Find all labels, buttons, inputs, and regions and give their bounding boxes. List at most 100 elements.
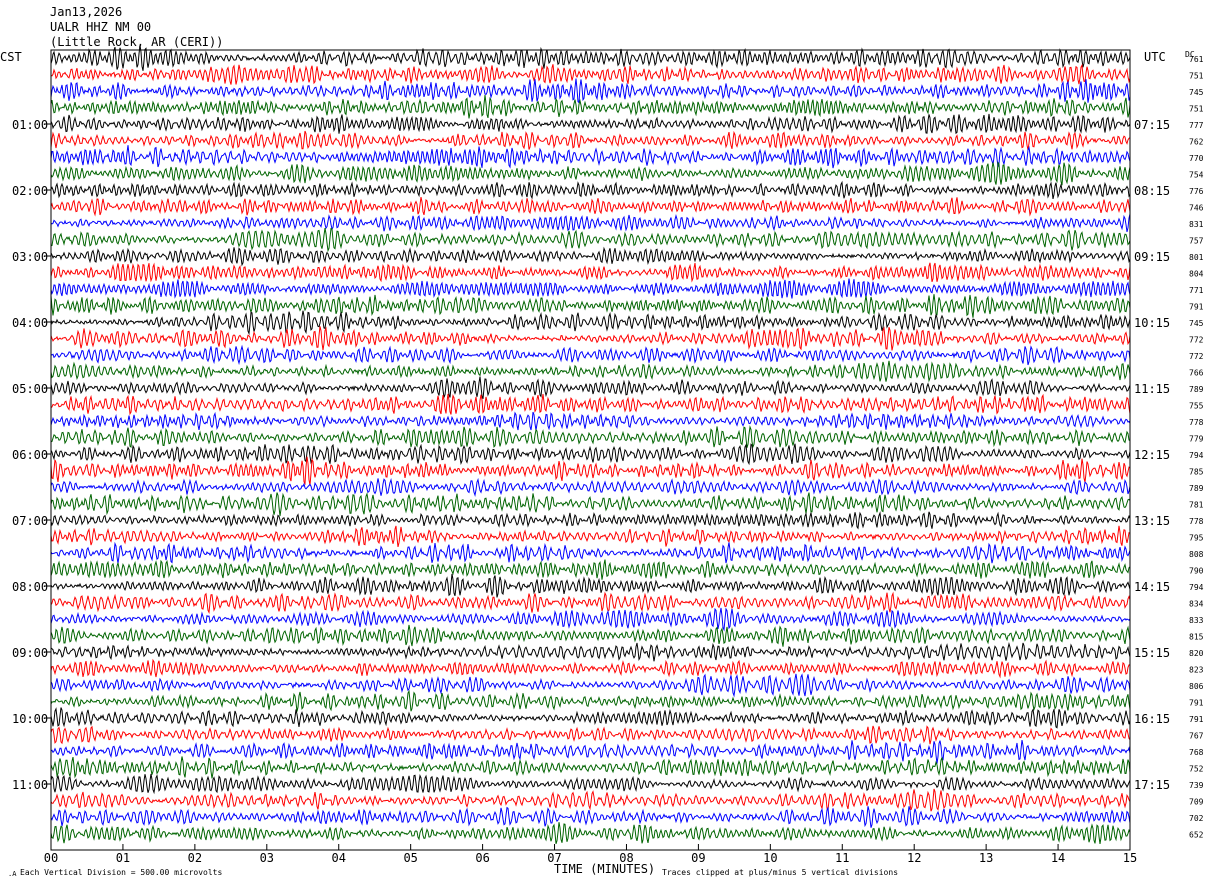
seismic-trace xyxy=(50,689,1131,712)
x-tick-label: 15 xyxy=(1123,851,1137,865)
dc-offset-label: 751 xyxy=(1189,105,1204,114)
seismic-trace xyxy=(50,658,1130,679)
dc-offset-label: 751 xyxy=(1189,72,1204,81)
seismic-trace xyxy=(50,773,1131,795)
seismic-trace xyxy=(50,45,1131,71)
seismic-trace xyxy=(50,227,1131,253)
seismic-trace xyxy=(50,95,1131,119)
dc-offset-label: 778 xyxy=(1189,418,1204,427)
left-timezone: CST xyxy=(0,50,22,64)
seismic-trace xyxy=(50,145,1131,169)
dc-offset-label: 778 xyxy=(1189,517,1204,526)
x-tick-label: 11 xyxy=(835,851,849,865)
right-hour-label: 14:15 xyxy=(1134,580,1170,594)
dc-offset-label: 772 xyxy=(1189,336,1204,345)
left-hour-label: 11:00 xyxy=(12,778,48,792)
seismic-trace xyxy=(50,673,1131,698)
dc-offset-label: 815 xyxy=(1189,633,1204,642)
dc-offset-label: 652 xyxy=(1189,831,1204,840)
right-hour-label: 13:15 xyxy=(1134,514,1170,528)
seismic-trace xyxy=(50,425,1131,449)
seismic-trace xyxy=(50,624,1131,647)
seismic-trace xyxy=(50,559,1131,580)
seismic-trace xyxy=(50,180,1131,200)
seismic-trace xyxy=(50,642,1131,662)
left-hour-label: 08:00 xyxy=(12,580,48,594)
dc-offset-label: 739 xyxy=(1189,781,1204,790)
seismic-trace xyxy=(50,113,1131,135)
left-hour-label: 05:00 xyxy=(12,382,48,396)
station-label: UALR HHZ NM 00 xyxy=(50,20,151,34)
dc-offset-label: 762 xyxy=(1189,138,1204,147)
dc-offset-label: 779 xyxy=(1189,435,1204,444)
seismic-trace xyxy=(50,573,1131,598)
x-tick-label: 05 xyxy=(403,851,417,865)
x-tick-label: 14 xyxy=(1051,851,1065,865)
dc-offset-label: 791 xyxy=(1189,699,1204,708)
x-tick-label: 01 xyxy=(116,851,130,865)
x-tick-label: 04 xyxy=(332,851,346,865)
clip-note: Traces clipped at plus/minus 5 vertical … xyxy=(662,868,898,877)
seismic-trace xyxy=(50,707,1131,729)
x-tick-label: 08 xyxy=(619,851,633,865)
seismic-trace xyxy=(50,607,1131,632)
left-hour-label: 02:00 xyxy=(12,184,48,198)
dc-offset-label: 746 xyxy=(1189,204,1204,213)
seismic-trace xyxy=(50,822,1131,844)
dc-offset-label: 772 xyxy=(1189,352,1204,361)
seismic-trace xyxy=(50,78,1131,104)
right-hour-label: 10:15 xyxy=(1134,316,1170,330)
right-hour-label: 16:15 xyxy=(1134,712,1170,726)
dc-offset-label: 777 xyxy=(1189,121,1204,130)
dc-offset-label: 745 xyxy=(1189,88,1204,97)
x-tick-label: 12 xyxy=(907,851,921,865)
dc-offset-label: 702 xyxy=(1189,814,1204,823)
left-hour-label: 04:00 xyxy=(12,316,48,330)
left-hour-label: 07:00 xyxy=(12,514,48,528)
dc-offset-label: 754 xyxy=(1189,171,1204,180)
x-tick-label: 00 xyxy=(44,851,58,865)
dc-offset-label: 755 xyxy=(1189,402,1204,411)
corner-mark: .A xyxy=(8,870,17,878)
dc-offset-label: 795 xyxy=(1189,534,1204,543)
dc-offset-label: 791 xyxy=(1189,303,1204,312)
left-hour-label: 01:00 xyxy=(12,118,48,132)
left-hour-label: 10:00 xyxy=(12,712,48,726)
right-hour-label: 15:15 xyxy=(1134,646,1170,660)
seismic-trace xyxy=(50,806,1131,828)
dc-offset-label: 791 xyxy=(1189,715,1204,724)
seismic-trace xyxy=(50,278,1131,299)
seismic-trace xyxy=(50,376,1131,399)
seismic-trace xyxy=(50,393,1131,416)
seismic-trace xyxy=(50,130,1131,151)
seismic-trace xyxy=(50,411,1131,431)
seismic-trace xyxy=(50,525,1131,548)
x-tick-label: 06 xyxy=(475,851,489,865)
left-hour-label: 03:00 xyxy=(12,250,48,264)
x-tick-label: 02 xyxy=(188,851,202,865)
right-timezone: UTC xyxy=(1144,50,1166,64)
dc-offset-label: 761 xyxy=(1189,55,1204,64)
location-label: (Little Rock, AR (CERI)) xyxy=(50,35,223,49)
seismic-trace xyxy=(50,740,1131,764)
x-tick-label: 07 xyxy=(547,851,561,865)
date-label: Jan13,2026 xyxy=(50,5,122,19)
seismic-trace xyxy=(50,443,1131,466)
dc-offset-label: 823 xyxy=(1189,666,1204,675)
left-hour-label: 06:00 xyxy=(12,448,48,462)
right-hour-label: 12:15 xyxy=(1134,448,1170,462)
seismic-trace xyxy=(50,788,1131,812)
seismic-trace xyxy=(50,213,1131,233)
x-tick-label: 09 xyxy=(691,851,705,865)
seismic-trace xyxy=(50,246,1131,267)
dc-offset-label: 831 xyxy=(1189,220,1204,229)
dc-offset-label: 757 xyxy=(1189,237,1204,246)
seismic-trace xyxy=(50,197,1131,217)
dc-offset-label: 833 xyxy=(1189,616,1204,625)
seismic-trace xyxy=(50,477,1131,497)
seismic-trace xyxy=(50,310,1131,336)
right-hour-label: 07:15 xyxy=(1134,118,1170,132)
seismic-trace xyxy=(50,725,1131,745)
dc-offset-label: 745 xyxy=(1189,319,1204,328)
